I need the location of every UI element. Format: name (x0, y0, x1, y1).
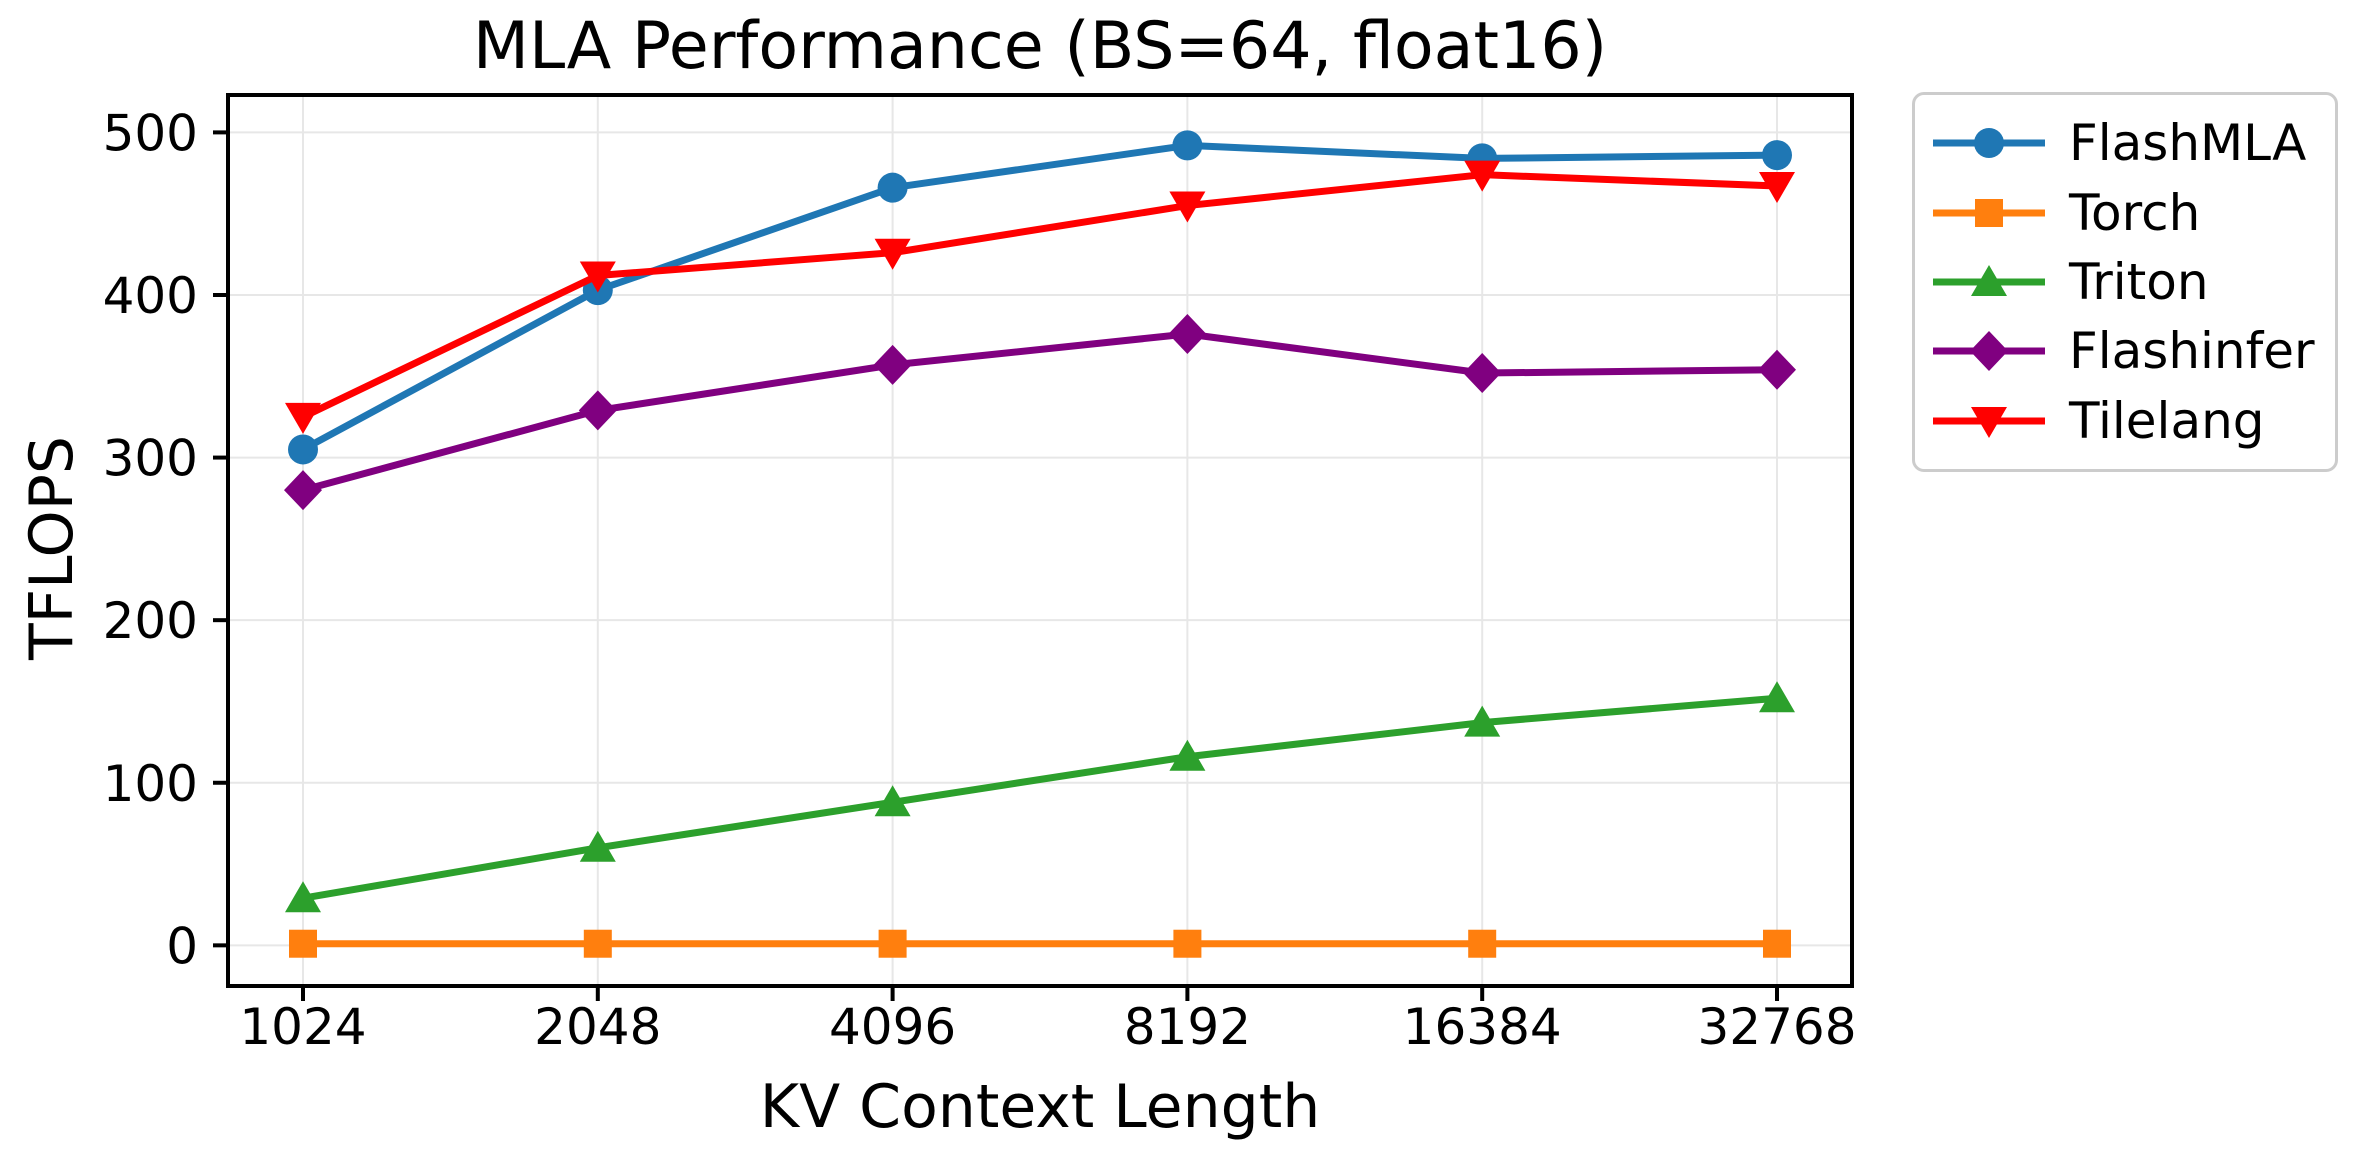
square-marker-swatch (1933, 198, 2045, 227)
x-tick-label-32768: 32768 (1697, 998, 1856, 1056)
legend-item-triton: Triton (1929, 253, 2327, 311)
triangle-down-marker-swatch (1933, 406, 2045, 438)
y-tick-label-200: 200 (103, 592, 198, 650)
legend-item-tilelang: Tilelang (1929, 392, 2327, 450)
diamond-marker-swatch (1933, 331, 2045, 372)
x-axis-label: KV Context Length (759, 1072, 1321, 1142)
axis-ticks (213, 130, 1779, 1001)
x-tick-label-2048: 2048 (534, 998, 661, 1056)
legend-label: Tilelang (2069, 391, 2265, 450)
x-tick-label-8192: 8192 (1124, 998, 1251, 1056)
triangle-up-marker-swatch (1933, 264, 2045, 296)
legend-label: FlashMLA (2069, 114, 2307, 173)
chart-title: MLA Performance (BS=64, float16) (472, 9, 1608, 84)
x-tick-label-16384: 16384 (1403, 998, 1562, 1056)
series-triton (285, 681, 1795, 913)
series-tilelang (285, 160, 1795, 434)
legend-label: Flashinfer (2069, 322, 2315, 381)
x-tick-label-4096: 4096 (829, 998, 956, 1056)
y-tick-label-500: 500 (103, 104, 198, 162)
series-flashmla (288, 130, 1792, 465)
legend-label: Triton (2069, 252, 2209, 311)
legend-item-torch: Torch (1929, 184, 2327, 242)
y-tick-label-400: 400 (103, 267, 198, 325)
legend-label: Torch (2069, 183, 2201, 242)
legend: FlashMLA Torch Triton Flashinfer Tilelang (1912, 92, 2338, 472)
circle-marker-swatch (1933, 128, 2045, 159)
tick-labels: 0 100 200 300 400 500 1024 2048 4096 8192 16384 327… (103, 104, 1857, 1056)
series-flashinfer (284, 314, 1796, 511)
y-tick-label-300: 300 (103, 430, 198, 488)
series-torch (289, 929, 1791, 958)
y-tick-label-0: 0 (166, 917, 198, 975)
x-tick-label-1024: 1024 (239, 998, 366, 1056)
plot-frame (226, 93, 1854, 988)
legend-item-flashinfer: Flashinfer (1929, 322, 2327, 380)
legend-item-flashmla: FlashMLA (1929, 114, 2327, 172)
y-tick-label-100: 100 (103, 755, 198, 813)
